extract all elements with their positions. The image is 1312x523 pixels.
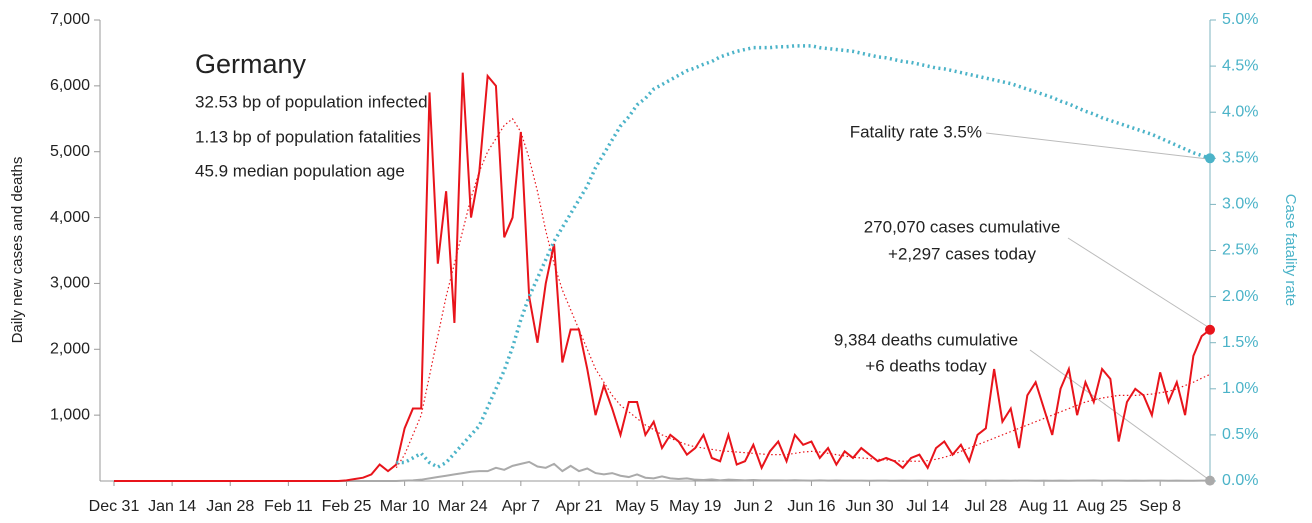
stat-text: 32.53 bp of population infected: [195, 92, 428, 111]
x-tick-label: Apr 21: [555, 498, 602, 515]
y2-tick-label: 4.5%: [1222, 57, 1258, 74]
x-tick-label: Aug 11: [1019, 498, 1069, 515]
x-tick-label: Jun 16: [787, 498, 835, 515]
y2-tick-label: 4.0%: [1222, 103, 1258, 120]
callout: 270,070 cases cumulative: [864, 217, 1061, 236]
y-tick-label: 1,000: [50, 406, 90, 423]
y-tick-label: 7,000: [50, 11, 90, 28]
x-tick-label: Mar 24: [438, 498, 488, 515]
y2-tick-label: 5.0%: [1222, 11, 1258, 28]
y-tick-label: 2,000: [50, 341, 90, 358]
x-tick-label: Jan 28: [206, 498, 254, 515]
stat-text: 45.9 median population age: [195, 161, 405, 180]
x-tick-label: Jul 28: [964, 498, 1007, 515]
x-tick-label: Apr 7: [502, 498, 540, 515]
y2-tick-label: 0.0%: [1222, 472, 1258, 489]
callout: 9,384 deaths cumulative: [834, 330, 1018, 349]
y-tick-label: 5,000: [50, 143, 90, 160]
leader-line: [1067, 237, 1209, 328]
y-tick-label: 3,000: [50, 275, 90, 292]
end-marker: [1205, 475, 1215, 486]
callout: Fatality rate 3.5%: [850, 122, 982, 141]
y-axis-label: Daily new cases and deaths: [9, 157, 26, 344]
y2-axis-label: Case fatality rate: [1282, 194, 1299, 307]
x-tick-label: May 19: [669, 498, 722, 515]
x-tick-label: Feb 25: [322, 498, 372, 515]
y2-tick-label: 2.0%: [1222, 288, 1258, 305]
x-tick-label: Jul 14: [906, 498, 949, 515]
y2-tick-label: 3.5%: [1222, 150, 1258, 167]
x-tick-label: Dec 31: [89, 498, 140, 515]
x-tick-label: Jun 30: [846, 498, 894, 515]
end-marker: [1205, 324, 1215, 335]
y2-tick-label: 1.0%: [1222, 380, 1258, 397]
stat-text: 1.13 bp of population fatalities: [195, 127, 421, 146]
y-tick-label: 6,000: [50, 77, 90, 94]
y2-tick-label: 3.0%: [1222, 196, 1258, 213]
end-marker: [1205, 153, 1215, 164]
x-tick-label: Sep 8: [1139, 498, 1181, 515]
y2-tick-label: 2.5%: [1222, 242, 1258, 259]
leader-line: [985, 132, 1209, 160]
callout: +6 deaths today: [865, 356, 987, 375]
y2-tick-label: 1.5%: [1222, 334, 1258, 351]
x-tick-label: May 5: [615, 498, 659, 515]
x-tick-label: Jun 2: [734, 498, 773, 515]
y-tick-label: 4,000: [50, 209, 90, 226]
country-title: Germany: [195, 49, 307, 79]
series-line: [395, 117, 1211, 469]
x-tick-label: Mar 10: [380, 498, 430, 515]
series-line: [114, 72, 1211, 482]
y2-tick-label: 0.5%: [1222, 426, 1258, 443]
leader-line: [1029, 349, 1209, 480]
series-line: [396, 44, 1211, 470]
x-tick-label: Aug 25: [1077, 498, 1128, 515]
x-tick-label: Feb 11: [264, 498, 313, 515]
x-tick-label: Jan 14: [148, 498, 196, 515]
series-line: [114, 460, 1211, 482]
callout: +2,297 cases today: [888, 244, 1036, 263]
